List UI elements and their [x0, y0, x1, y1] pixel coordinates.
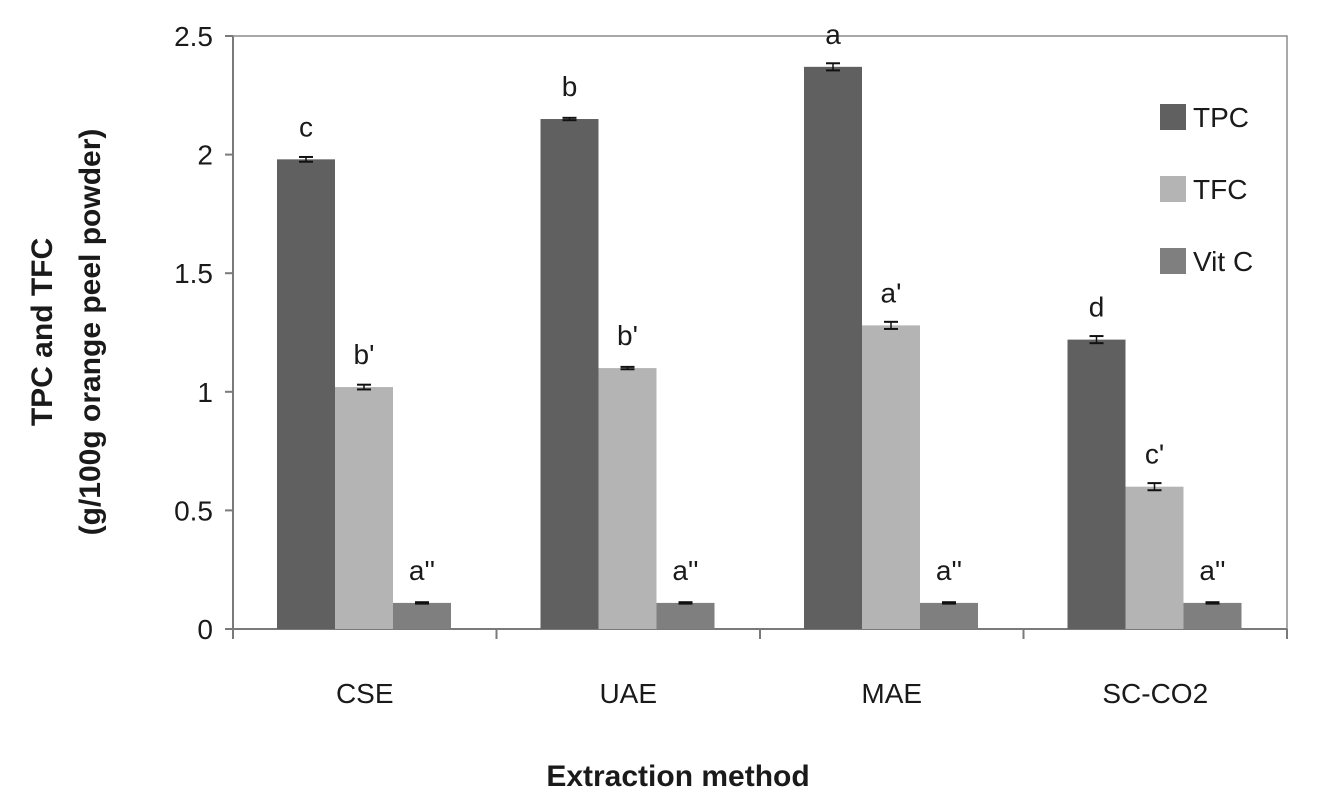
- significance-label: c: [299, 111, 313, 142]
- y-tick-label: 1.5: [174, 258, 213, 289]
- x-category-label: MAE: [861, 678, 922, 709]
- y-axis-title-line2: (g/100g orange peel powder): [74, 129, 107, 536]
- significance-label: c': [1145, 439, 1164, 470]
- x-axis-title: Extraction method: [546, 760, 809, 793]
- bar: [393, 602, 451, 629]
- y-tick-label: 2.5: [174, 21, 213, 52]
- significance-label: a'': [1199, 555, 1225, 586]
- x-category-label: SC-CO2: [1102, 678, 1208, 709]
- significance-label: b': [617, 320, 638, 351]
- bar: [540, 119, 599, 630]
- legend-label: TPC: [1193, 102, 1249, 133]
- bar: [598, 368, 657, 629]
- legend-label: TFC: [1193, 174, 1247, 205]
- y-axis-title: TPC and TFC (g/100g orange peel powder): [26, 129, 107, 536]
- legend: TPC TFC Vit C: [1160, 102, 1253, 277]
- legend-swatch: [1160, 176, 1186, 202]
- legend-swatch: [1160, 248, 1186, 274]
- bar: [656, 602, 715, 629]
- significance-label: b: [562, 71, 578, 102]
- significance-label: b': [354, 339, 375, 370]
- bar: [920, 602, 978, 629]
- y-tick-label: 0: [197, 614, 213, 645]
- legend-label: Vit C: [1193, 246, 1253, 277]
- y-tick-label: 2: [197, 140, 213, 171]
- significance-label: a'': [936, 555, 962, 586]
- bars: c b a d b' b' a' c' a'' a'' a'' a'': [277, 19, 1242, 630]
- bar: [1067, 339, 1126, 629]
- bar: [1125, 486, 1184, 629]
- x-category-label: UAE: [599, 678, 657, 709]
- y-tick-label: 1: [197, 377, 213, 408]
- legend-swatch: [1160, 104, 1186, 130]
- bar: [862, 325, 920, 629]
- bar: [1183, 602, 1242, 629]
- significance-label: a'': [672, 555, 698, 586]
- significance-label: a: [825, 19, 841, 50]
- y-axis-title-line1: TPC and TFC: [26, 238, 59, 426]
- y-tick-label: 0.5: [174, 495, 213, 526]
- significance-label: a'': [409, 555, 435, 586]
- significance-label: d: [1089, 292, 1105, 323]
- bar: [804, 66, 862, 629]
- x-category-label: CSE: [336, 678, 394, 709]
- bar: [335, 387, 393, 629]
- significance-label: a': [881, 277, 902, 308]
- bar: [277, 159, 335, 629]
